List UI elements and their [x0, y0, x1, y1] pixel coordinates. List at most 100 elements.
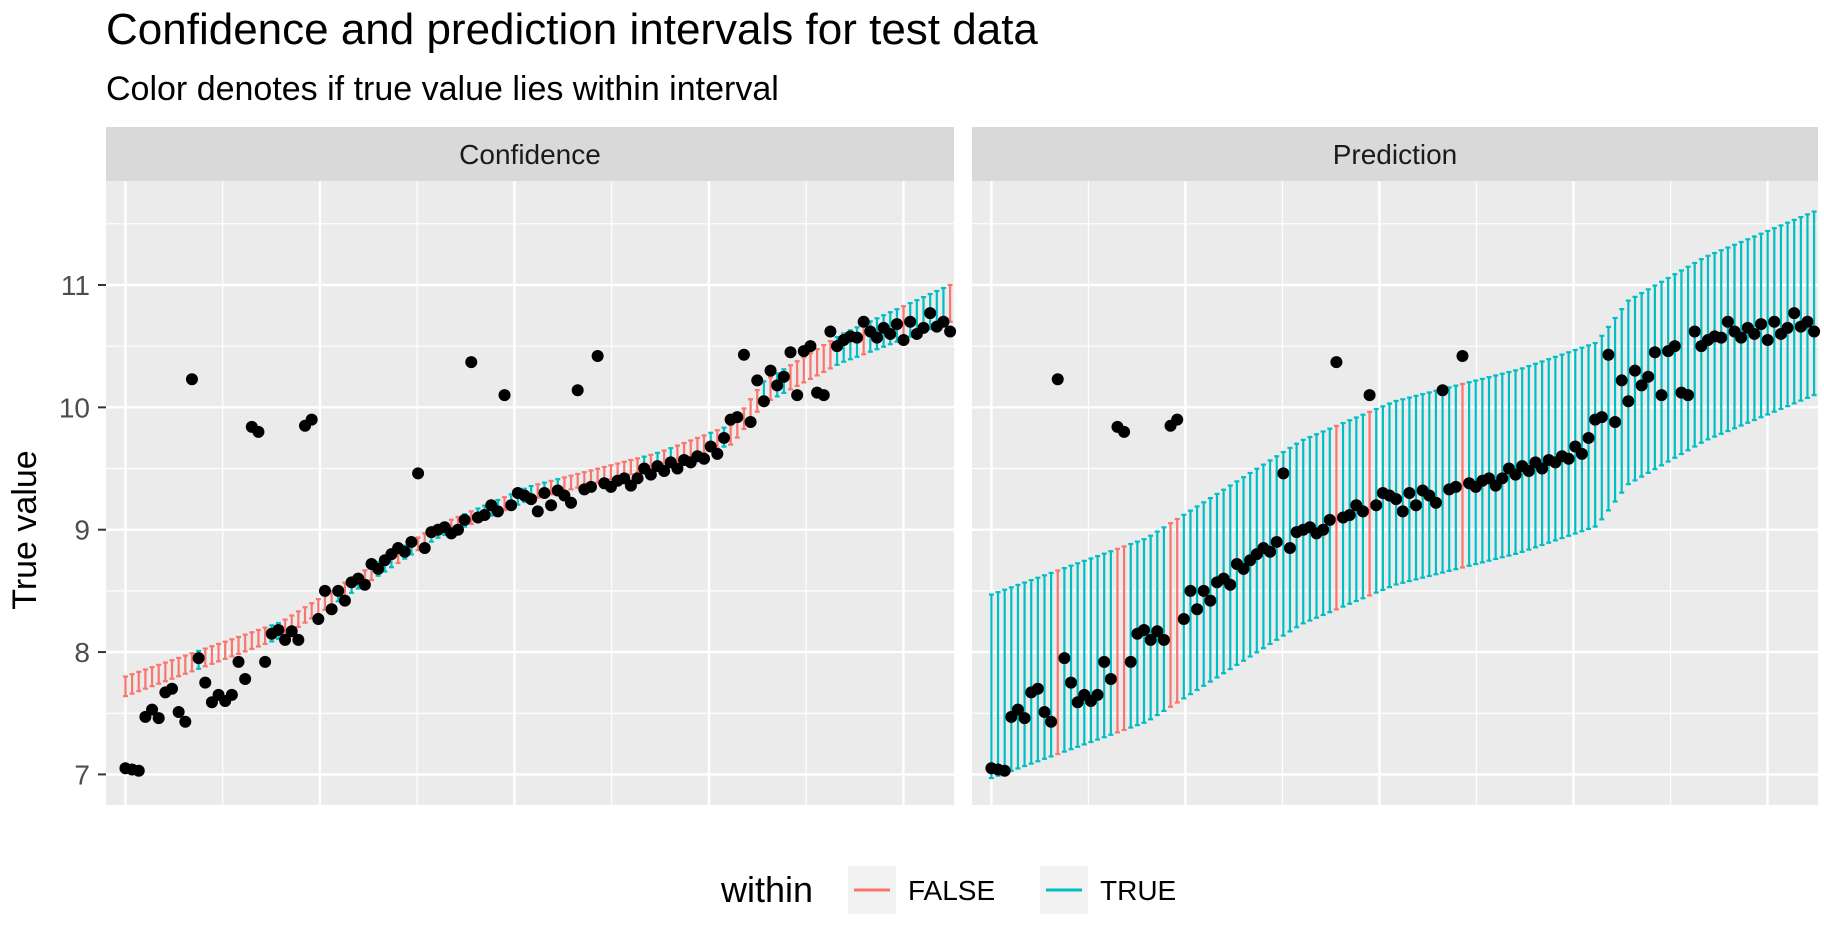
true-value-point — [824, 325, 837, 338]
true-value-point — [1224, 578, 1237, 591]
interval-bar — [741, 407, 747, 431]
interval-bar — [262, 626, 268, 646]
interval-bar — [1725, 246, 1731, 433]
interval-bar — [827, 339, 833, 370]
true-value-point — [318, 584, 331, 597]
true-value-point — [1582, 431, 1595, 444]
true-value-point — [332, 584, 345, 597]
interval-bar — [1333, 424, 1339, 611]
true-value-point — [1801, 315, 1814, 328]
interval-bar — [1798, 216, 1804, 402]
true-value-point — [804, 340, 817, 353]
true-value-point — [751, 374, 764, 387]
true-value-point — [1204, 594, 1217, 607]
true-value-point — [904, 315, 917, 328]
true-value-point — [1622, 395, 1635, 408]
true-value-point — [764, 364, 777, 377]
interval-bar — [149, 666, 155, 688]
interval-bar — [1652, 284, 1658, 471]
true-value-point — [1356, 505, 1369, 518]
interval-bar — [995, 591, 1001, 777]
interval-bar — [202, 647, 208, 668]
true-value-point — [1370, 499, 1383, 512]
facet-strip-label: Prediction — [1333, 139, 1458, 170]
interval-bar — [1672, 273, 1678, 459]
true-value-point — [1184, 584, 1197, 597]
true-value-point — [1410, 499, 1423, 512]
true-value-point — [1456, 349, 1469, 362]
interval-bar — [568, 474, 574, 491]
interval-bar — [189, 652, 195, 673]
true-value-point — [1648, 346, 1661, 359]
legend-label: FALSE — [908, 875, 995, 906]
interval-bar — [1665, 276, 1671, 463]
legend-title: within — [720, 869, 813, 910]
true-value-point — [545, 499, 558, 512]
interval-bar — [255, 628, 261, 648]
true-value-point — [737, 348, 750, 361]
true-value-point — [1171, 413, 1184, 426]
interval-bar — [1599, 334, 1605, 521]
true-value-point — [698, 452, 711, 465]
true-value-point — [279, 633, 292, 646]
true-value-point — [1735, 331, 1748, 344]
true-value-point — [890, 318, 903, 331]
true-value-point — [179, 715, 192, 728]
interval-bar — [156, 663, 162, 685]
true-value-point — [525, 493, 538, 506]
y-tick-label: 7 — [74, 759, 90, 790]
interval-bar — [1035, 576, 1041, 763]
true-value-point — [1635, 379, 1648, 392]
interval-bar — [1154, 530, 1160, 717]
true-value-point — [917, 321, 930, 334]
true-value-point — [1536, 462, 1549, 475]
interval-bar — [1367, 410, 1373, 597]
interval-bar — [1473, 379, 1479, 566]
interval-bar — [1685, 265, 1691, 452]
interval-bar — [1041, 574, 1047, 760]
interval-bar — [1075, 562, 1081, 748]
interval-bar — [1712, 251, 1718, 438]
true-value-point — [412, 467, 425, 480]
interval-bar — [1181, 513, 1187, 700]
interval-bar — [1114, 547, 1120, 734]
interval-bar — [1559, 353, 1565, 540]
true-value-point — [1051, 373, 1064, 386]
interval-bar — [1274, 455, 1280, 641]
interval-bar — [122, 675, 128, 698]
interval-bar — [801, 356, 807, 384]
interval-bar — [1811, 210, 1817, 397]
interval-bar — [1579, 346, 1585, 533]
interval-bar — [216, 642, 222, 663]
true-value-point — [1011, 703, 1024, 716]
interval-bar — [1546, 358, 1552, 544]
true-value-point — [944, 325, 957, 338]
chart-subtitle: Color denotes if true value lies within … — [106, 70, 779, 108]
true-value-point — [1449, 480, 1462, 493]
true-value-point — [1602, 348, 1615, 361]
interval-bar — [1148, 534, 1154, 721]
interval-bar — [1314, 433, 1320, 619]
true-value-point — [671, 462, 684, 475]
interval-bar — [1161, 526, 1167, 713]
interval-bar — [302, 606, 308, 624]
true-value-point — [1363, 389, 1376, 402]
interval-bar — [1121, 545, 1127, 732]
interval-bar — [1426, 391, 1432, 578]
interval-bar — [1101, 552, 1107, 739]
interval-bar — [142, 668, 148, 690]
true-value-point — [1124, 655, 1137, 668]
true-value-point — [1323, 513, 1336, 526]
true-value-point — [717, 431, 730, 444]
panel-background — [106, 181, 954, 805]
interval-bar — [1513, 369, 1519, 555]
true-value-point — [631, 472, 644, 485]
true-value-point — [791, 389, 804, 402]
true-value-point — [1237, 562, 1250, 575]
facet-panel-confidence: Confidence — [106, 127, 957, 805]
true-value-point — [571, 384, 584, 397]
interval-bar — [1187, 509, 1193, 696]
true-value-point — [172, 706, 185, 719]
true-value-point — [1270, 535, 1283, 548]
